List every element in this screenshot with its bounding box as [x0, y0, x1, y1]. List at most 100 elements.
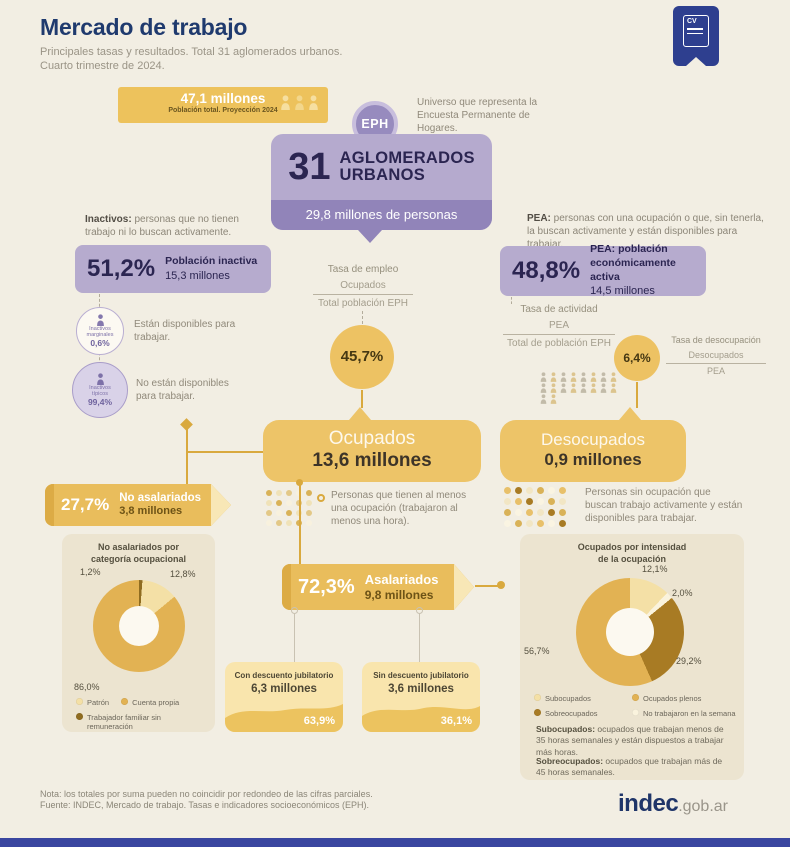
callout-no-trabajaron: 2,0% — [672, 588, 693, 598]
tasa-desocupacion-value-circle: 6,4% — [614, 335, 660, 381]
legend-dot — [121, 698, 129, 705]
tipicos-note: No están disponibles para trabajar. — [136, 378, 229, 402]
panel-title-line1: Ocupados por intensidad — [577, 542, 687, 552]
legend-item-sobreocupados: Sobreocupados — [534, 709, 626, 718]
legend-label: Subocupados — [545, 694, 591, 703]
inactivos-amount: 15,3 millones — [165, 269, 230, 282]
connector-gold — [361, 390, 363, 408]
inactivos-tipicos-circle: Inactivos típicos 99,4% — [72, 362, 128, 418]
pencil-tip — [454, 564, 474, 610]
subocupados-note-term: Subocupados: — [536, 724, 596, 734]
legend-dot — [76, 713, 83, 720]
sobreocupados-note-term: Sobreocupados: — [536, 756, 604, 766]
legend-label: Patrón — [87, 698, 110, 707]
legend-label: Sobreocupados — [545, 709, 598, 718]
intensidad-legend-col2: Ocupados plenos No trabajaron en la sema… — [632, 694, 736, 718]
inactivos-label: Población inactiva — [165, 255, 258, 268]
legend-label: Trabajador familiar sin remuneración — [87, 713, 161, 731]
pencil-cap — [45, 484, 54, 526]
aglomerados-heading: 31 AGLOMERADOS URBANOS — [271, 134, 492, 200]
sobreocupados-note-text: ocupados que trabajan más de 45 horas se… — [536, 756, 723, 778]
cv-label: CV — [687, 18, 697, 25]
population-label: Población total. Proyección 2024 — [168, 107, 278, 114]
con-descuento-box: Con descuento jubilatorio 6,3 millones 6… — [225, 662, 343, 732]
tipicos-label-1: Inactivos — [89, 384, 111, 391]
tasa-empleo-numerator: Ocupados — [340, 280, 386, 291]
legend-dot — [534, 709, 541, 716]
tasa-desocupacion-numerator: Desocupados — [688, 349, 744, 360]
no-asalariados-rate: 27,7% — [61, 495, 110, 514]
pea-rate-box: 48,8% PEA: población económicamente acti… — [500, 243, 706, 297]
footer-nota: Nota: los totales por suma pueden no coi… — [40, 789, 373, 799]
bottom-bar — [0, 838, 790, 847]
subtitle-line1: Principales tasas y resultados. Total 31… — [40, 46, 343, 58]
pencil-tip — [211, 484, 231, 526]
no-asalariados-amount: 3,8 millones — [119, 505, 183, 518]
legend-dot — [632, 709, 639, 716]
legend-item-no-trabajaron: No trabajaron en la semana — [632, 709, 736, 718]
wave-decor — [225, 704, 343, 732]
tasa-actividad-denominator: Total de población EPH — [503, 334, 615, 350]
sin-descuento-label: Sin descuento jubilatorio — [373, 671, 469, 680]
tipicos-label-2: típicos — [92, 391, 108, 397]
desocupados-label: Desocupados — [541, 430, 645, 449]
eph-badge-label: EPH — [361, 117, 389, 131]
pea-definition-term: PEA: — [527, 213, 551, 224]
tasa-empleo-title: Tasa de empleo — [327, 264, 399, 275]
ocupados-box: Ocupados 13,6 millones — [263, 407, 481, 482]
page-title: Mercado de trabajo — [40, 14, 248, 40]
tipicos-value: 99,4% — [87, 397, 113, 408]
eph-note: Universo que representa la Encuesta Perm… — [417, 97, 538, 134]
connector-dot — [296, 479, 303, 486]
aglomerados-name-line1: AGLOMERADOS — [339, 148, 475, 167]
callout-cuenta-propia: 86,0% — [74, 682, 100, 692]
legend-item-trabajador-familiar: Trabajador familiar sin remuneración — [76, 713, 208, 731]
pea-person-pictograms — [540, 372, 620, 404]
marginales-value: 0,6% — [90, 338, 110, 349]
wave-decor — [362, 706, 480, 732]
legend-item-cuenta-propia: Cuenta propia — [121, 698, 179, 707]
connector-gray — [294, 613, 295, 662]
con-descuento-label: Con descuento jubilatorio — [234, 671, 334, 680]
asalariados-pencil: 72,3% Asalariados 9,8 millones — [282, 564, 474, 610]
intensidad-legend-col1: Subocupados Sobreocupados — [534, 694, 626, 718]
ocupados-dots-decor — [266, 490, 312, 526]
legend-label: Ocupados plenos — [643, 694, 702, 703]
sin-descuento-pct: 36,1% — [440, 715, 472, 727]
callout-sobreocupados: 29,2% — [676, 656, 702, 666]
ocupados-label: Ocupados — [328, 428, 416, 449]
connector-gold — [299, 484, 301, 564]
pea-definition-text: personas con una ocupación o que, sin te… — [527, 213, 764, 250]
tasa-empleo-value-circle: 45,7% — [330, 325, 394, 389]
legend-label: No trabajaron en la semana — [643, 709, 736, 718]
no-asalariados-panel: No asalariados por categoría ocupacional… — [62, 534, 215, 732]
marginales-note: Están disponibles para trabajar. — [134, 319, 236, 343]
intensidad-donut-chart — [576, 578, 684, 686]
pea-rate: 48,8% — [512, 257, 581, 284]
aglomerados-population: 29,8 millones de personas — [271, 200, 492, 230]
inactivos-definition-term: Inactivos: — [85, 214, 132, 225]
panel-title-line1: No asalariados por — [97, 542, 180, 552]
asalariados-label: Asalariados — [364, 572, 439, 587]
person-icon — [96, 373, 104, 385]
pointer-tail-up — [349, 407, 371, 420]
legend-item-patron: Patrón — [76, 698, 109, 707]
tasa-actividad-title: Tasa de actividad — [520, 304, 598, 315]
footer-fuente: Fuente: INDEC, Mercado de trabajo. Tasas… — [40, 800, 369, 810]
tasa-desocupacion-formula: Tasa de desocupación Desocupados PEA — [666, 335, 766, 378]
pointer-tail-down — [358, 230, 382, 243]
indec-logo-bold: indec — [618, 790, 679, 817]
intensidad-panel: Ocupados por intensidad de la ocupación … — [520, 534, 744, 780]
aglomerados-box: 31 AGLOMERADOS URBANOS 29,8 millones de … — [271, 134, 492, 243]
legend-label: Cuenta propia — [132, 698, 180, 707]
marginales-label-1: Inactivos — [89, 325, 111, 332]
connector-dot — [497, 581, 505, 589]
callout-plenos: 56,7% — [524, 646, 550, 656]
sobreocupados-note: Sobreocupados: ocupados que trabajan más… — [536, 756, 730, 779]
indec-logo: indec .gob.ar — [618, 790, 728, 818]
desocupados-dots-decor — [504, 487, 566, 527]
inactivos-definition-text: personas que no tienen trabajo ni lo bus… — [85, 214, 239, 238]
legend-dot — [534, 694, 541, 701]
inactivos-rate: 51,2% — [87, 255, 156, 282]
bookmark-notch — [686, 57, 706, 66]
